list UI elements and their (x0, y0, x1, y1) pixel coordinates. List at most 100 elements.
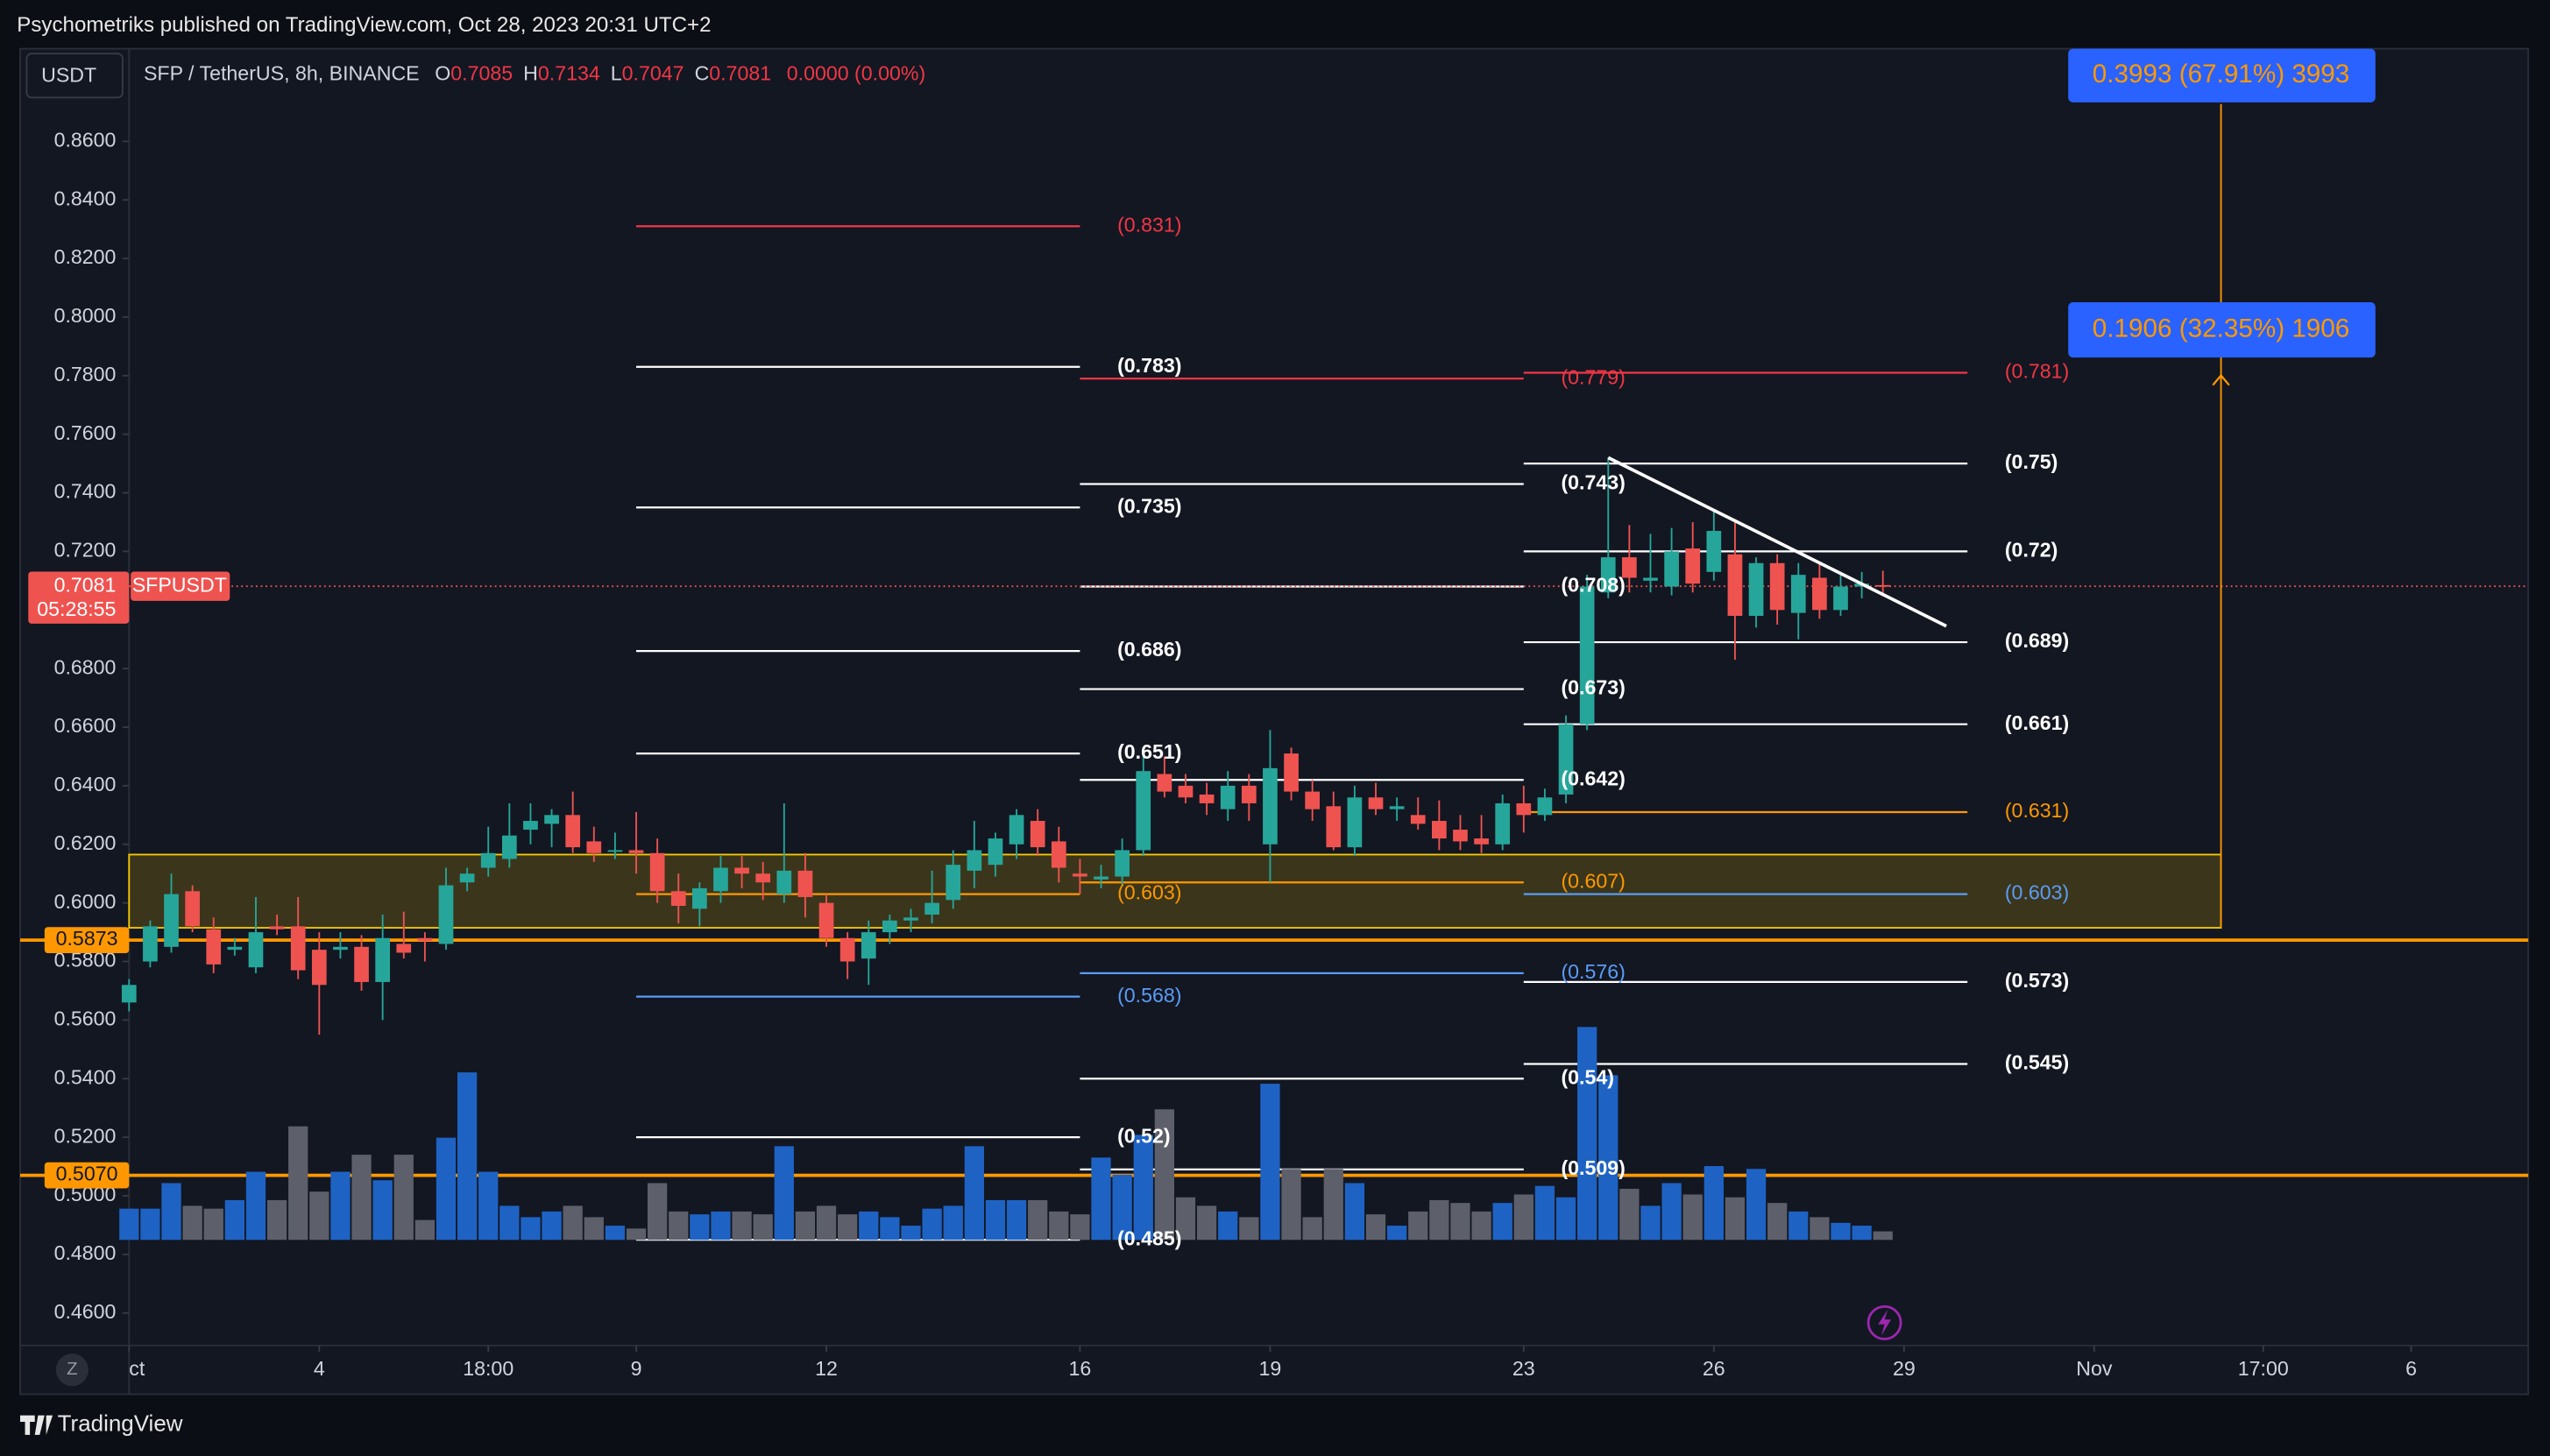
footer-brand: TradingView (58, 1410, 183, 1437)
volume-bar (605, 1226, 626, 1240)
volume-bar (1746, 1169, 1767, 1240)
candle-body (1453, 830, 1468, 842)
volume-bar (224, 1199, 244, 1240)
candle-body (1600, 557, 1616, 593)
candle-body (1537, 797, 1553, 816)
volume-bar (1852, 1226, 1872, 1240)
legend-low: 0.7047 (622, 61, 684, 84)
candle-body (670, 891, 686, 906)
candle-body (438, 885, 454, 944)
fib-label: (0.603) (2005, 881, 2069, 904)
volume-bar (1704, 1166, 1724, 1240)
volume-bar (499, 1205, 520, 1240)
y-tick-label: 0.8200 (54, 245, 117, 268)
volume-bar (859, 1211, 879, 1240)
candle-body (818, 902, 834, 938)
volume-bar (1873, 1231, 1893, 1240)
volume-bar (1450, 1203, 1470, 1240)
y-tick-label: 0.5600 (54, 1007, 117, 1030)
candle-body (967, 850, 982, 871)
volume-bar (1175, 1197, 1196, 1240)
volume-bar (266, 1199, 287, 1240)
candle-body (523, 821, 538, 830)
y-tick-label: 0.7400 (54, 480, 117, 503)
candle-body (121, 985, 137, 1003)
fib-label: (0.576) (1561, 960, 1625, 983)
candle-body (1073, 873, 1087, 877)
projection-arrow (2212, 373, 2230, 386)
volume-bar (372, 1180, 393, 1240)
volume-bar (626, 1228, 647, 1240)
volume-bar (1239, 1217, 1259, 1240)
candle-body (1790, 575, 1806, 613)
reset-button[interactable] (55, 1354, 89, 1387)
candle-body (1220, 785, 1236, 809)
fib-label: (0.573) (2005, 969, 2069, 992)
x-tick-label: 29 (1893, 1357, 1916, 1380)
volume-bar (753, 1214, 773, 1240)
y-tick-label: 0.7600 (54, 421, 117, 444)
candle-body (565, 815, 581, 848)
candle-body (1431, 821, 1447, 839)
fib-label: (0.831) (1117, 213, 1181, 236)
volume-bar (1281, 1169, 1301, 1240)
volume-bar (1154, 1109, 1174, 1240)
candle-body (1347, 797, 1363, 848)
volume-bar (1049, 1211, 1069, 1240)
fib-label: (0.607) (1561, 869, 1625, 892)
candle-body (1136, 771, 1151, 851)
candle-body (1643, 577, 1658, 581)
candle-body (1516, 802, 1532, 816)
candle-body (713, 867, 728, 892)
volume-bar (1789, 1211, 1809, 1240)
volume-bar (245, 1171, 266, 1240)
volume-bar (1577, 1027, 1597, 1240)
volume-bar (161, 1183, 181, 1240)
projection-label: 0.1906 (32.35%) 1906 (2093, 314, 2350, 343)
projection-box (2068, 302, 2376, 358)
candle-body (185, 891, 200, 927)
y-tick-label: 0.6800 (54, 655, 117, 678)
fib-label: (0.631) (2005, 799, 2069, 822)
candle-body (988, 838, 1003, 866)
last-price: 0.7081 (54, 573, 117, 596)
candle-body (143, 926, 158, 962)
candle-body (1622, 557, 1637, 578)
volume-bar (1260, 1084, 1280, 1240)
alert-icon[interactable] (1866, 1304, 1902, 1340)
volume-bar (690, 1214, 710, 1240)
volume-bar (964, 1146, 984, 1240)
fib-label: (0.781) (2005, 360, 2069, 383)
x-tick-label: 12 (815, 1357, 838, 1380)
projection-label: 0.3993 (67.91%) 3993 (2093, 60, 2350, 88)
legend-change: 0.0000 (0.00%) (787, 61, 925, 84)
candle-body (692, 887, 707, 909)
volume-bar (880, 1217, 900, 1240)
legend-close: 0.7081 (709, 61, 771, 84)
volume-bar (393, 1155, 414, 1240)
candle-body (861, 932, 876, 959)
fib-label: (0.75) (2005, 450, 2058, 473)
volume-bar (1006, 1199, 1027, 1240)
volume-bar (669, 1211, 689, 1240)
fib-label: (0.673) (1561, 676, 1625, 699)
currency[interactable]: USDT (41, 63, 96, 86)
y-tick-label: 0.5200 (54, 1124, 117, 1147)
volume-bar (1408, 1211, 1428, 1240)
volume-bar (140, 1208, 160, 1240)
candle-body (1833, 586, 1848, 611)
volume-bar (1810, 1217, 1830, 1240)
y-tick-label: 0.7800 (54, 363, 117, 385)
volume-bar (563, 1205, 583, 1240)
y-tick-label: 0.8000 (54, 304, 117, 327)
y-tick-label: 0.5400 (54, 1065, 117, 1088)
volume-bar (816, 1205, 837, 1240)
volume-bar (1682, 1194, 1703, 1240)
legend-key: L (611, 61, 622, 84)
currency-button[interactable] (25, 53, 124, 99)
x-tick-label: Nov (2076, 1357, 2113, 1380)
reset-label[interactable]: Z (67, 1360, 77, 1379)
volume-bar (1302, 1217, 1322, 1240)
candle-body (164, 894, 179, 947)
x-tick-label: 6 (2405, 1357, 2417, 1380)
